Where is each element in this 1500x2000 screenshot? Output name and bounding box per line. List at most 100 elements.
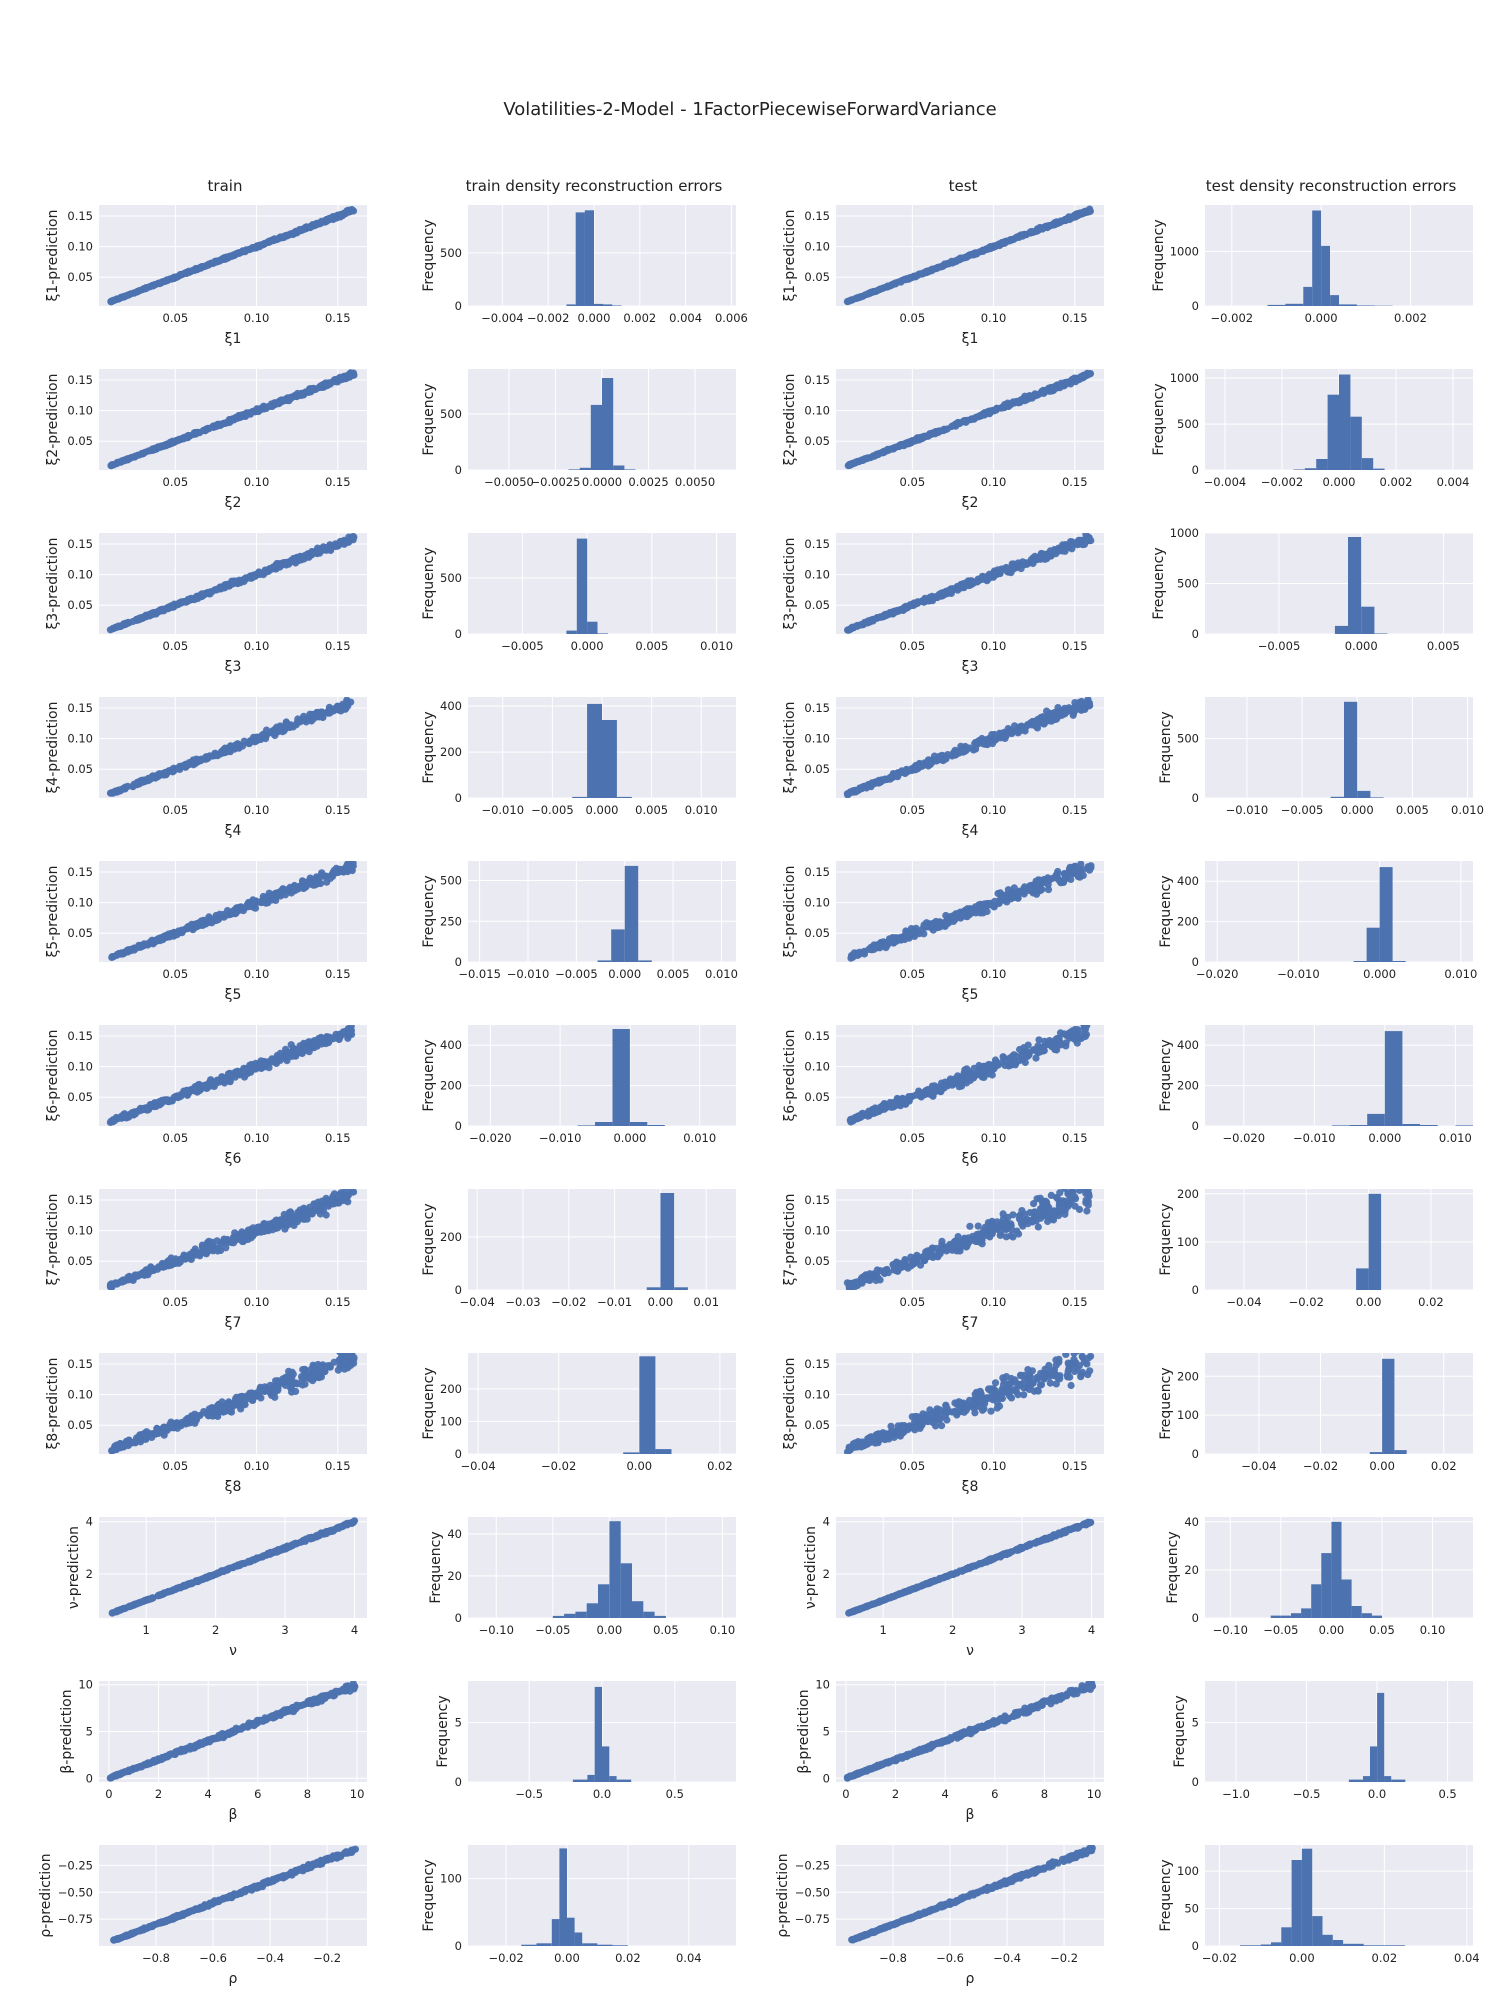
scatter-point xyxy=(141,448,149,456)
scatter-point xyxy=(1006,728,1014,736)
scatter-point xyxy=(326,874,334,883)
y-axis-label: ξ4-prediction xyxy=(782,701,798,793)
scatter-point xyxy=(866,454,875,462)
x-axis-label: ξ2 xyxy=(225,495,242,511)
scatter-point xyxy=(928,597,937,605)
y-axis-label: ξ6-prediction xyxy=(45,1029,61,1121)
histogram-bar xyxy=(1392,961,1406,962)
y-tick-label: 0 xyxy=(455,627,462,641)
x-tick-label: 0.0025 xyxy=(628,475,668,489)
histogram-bar xyxy=(647,1125,665,1126)
y-axis-label: ξ6-prediction xyxy=(782,1029,798,1121)
y-tick-label: 0 xyxy=(1192,1119,1199,1133)
histogram-bar xyxy=(587,703,602,798)
scatter-point xyxy=(1066,863,1074,871)
scatter-point xyxy=(200,1081,209,1089)
scatter-point xyxy=(343,697,351,704)
scatter-point xyxy=(923,432,931,440)
y-tick-label: 0.10 xyxy=(67,732,93,746)
scatter-point xyxy=(895,770,903,778)
scatter-point xyxy=(216,257,224,265)
scatter-point xyxy=(277,890,285,898)
scatter-point xyxy=(335,1033,343,1041)
scatter-point xyxy=(1074,873,1082,881)
scatter-point xyxy=(848,1115,856,1123)
scatter-point xyxy=(1036,555,1044,563)
scatter-point xyxy=(311,1206,320,1215)
scatter-point xyxy=(994,889,1002,898)
histogram-bar xyxy=(674,1287,688,1290)
scatter-point xyxy=(1074,1034,1083,1042)
x-tick-label: −0.04 xyxy=(460,1295,495,1309)
histogram-bar xyxy=(1356,305,1375,306)
x-axis-label: ξ4 xyxy=(962,823,979,839)
y-tick-label: 0.15 xyxy=(804,1029,830,1043)
histogram-bar xyxy=(1334,625,1349,634)
scatter-point xyxy=(1080,1025,1089,1032)
scatter-point xyxy=(289,230,297,239)
scatter-point xyxy=(923,267,932,275)
scatter-point xyxy=(337,703,345,711)
y-tick-label: 500 xyxy=(1177,577,1199,591)
plot-area xyxy=(1205,697,1473,798)
panel-r4-c1: −0.015 −0.010 −0.005 0.000 0.005 0.0100250500… xyxy=(421,861,738,981)
histogram-bar xyxy=(1285,303,1304,306)
x-tick-label: 0.10 xyxy=(981,475,1007,489)
scatter-point xyxy=(1043,707,1051,715)
scatter-point xyxy=(172,1258,180,1266)
x-tick-label: 0.10 xyxy=(244,803,270,817)
scatter-point xyxy=(227,1070,235,1078)
histogram-bar xyxy=(1339,374,1351,470)
scatter-point xyxy=(953,582,961,591)
y-axis-label: Frequency xyxy=(421,547,437,619)
y-tick-label: 0 xyxy=(1192,955,1199,969)
scatter-point xyxy=(946,1078,954,1086)
scatter-point xyxy=(289,556,297,564)
scatter-point xyxy=(281,1225,289,1233)
histogram-bars xyxy=(568,378,636,470)
x-axis-label: ξ2 xyxy=(962,495,979,511)
scatter-point xyxy=(170,273,178,282)
column-title-train: train xyxy=(208,177,243,195)
scatter-point xyxy=(915,1087,923,1095)
x-tick-label: 0.05 xyxy=(163,803,189,817)
scatter-point xyxy=(1028,717,1037,726)
scatter-point xyxy=(1003,568,1012,576)
scatter-point xyxy=(194,594,202,603)
scatter-point xyxy=(970,415,978,423)
y-tick-label: 500 xyxy=(440,246,462,260)
y-tick-label: 0.05 xyxy=(67,598,93,612)
scatter-point xyxy=(120,1277,129,1285)
scatter-point xyxy=(844,626,852,634)
histogram-bar xyxy=(1348,537,1362,634)
scatter-point xyxy=(1060,870,1069,878)
y-tick-label: 0.15 xyxy=(804,373,830,387)
histogram-bar xyxy=(1327,394,1339,470)
x-axis-label: ξ3 xyxy=(962,659,979,675)
scatter-point xyxy=(270,893,278,902)
scatter-point xyxy=(231,742,239,750)
y-tick-label: 400 xyxy=(440,699,462,713)
scatter-point xyxy=(875,778,883,786)
scatter-point xyxy=(898,440,906,449)
scatter-point xyxy=(115,622,123,630)
scatter-point xyxy=(210,1082,218,1090)
scatter-point xyxy=(911,766,919,774)
scatter-point xyxy=(119,785,127,793)
y-tick-label: 0.05 xyxy=(804,434,830,448)
x-axis-label: ξ4 xyxy=(225,823,242,839)
x-tick-label: 0.010 xyxy=(1451,803,1484,817)
scatter-point xyxy=(283,721,291,729)
scatter-point xyxy=(136,1271,145,1279)
scatter-point xyxy=(240,577,248,586)
scatter-point xyxy=(1010,892,1018,901)
scatter-point xyxy=(242,246,250,254)
scatter-point xyxy=(159,442,167,450)
scatter-point xyxy=(332,540,340,548)
y-tick-label: 0.10 xyxy=(67,896,93,910)
x-tick-label: 0.000 xyxy=(1305,311,1338,325)
scatter-point xyxy=(886,774,894,782)
y-tick-label: 500 xyxy=(440,407,462,421)
x-tick-label: 0.000 xyxy=(1368,1131,1401,1145)
